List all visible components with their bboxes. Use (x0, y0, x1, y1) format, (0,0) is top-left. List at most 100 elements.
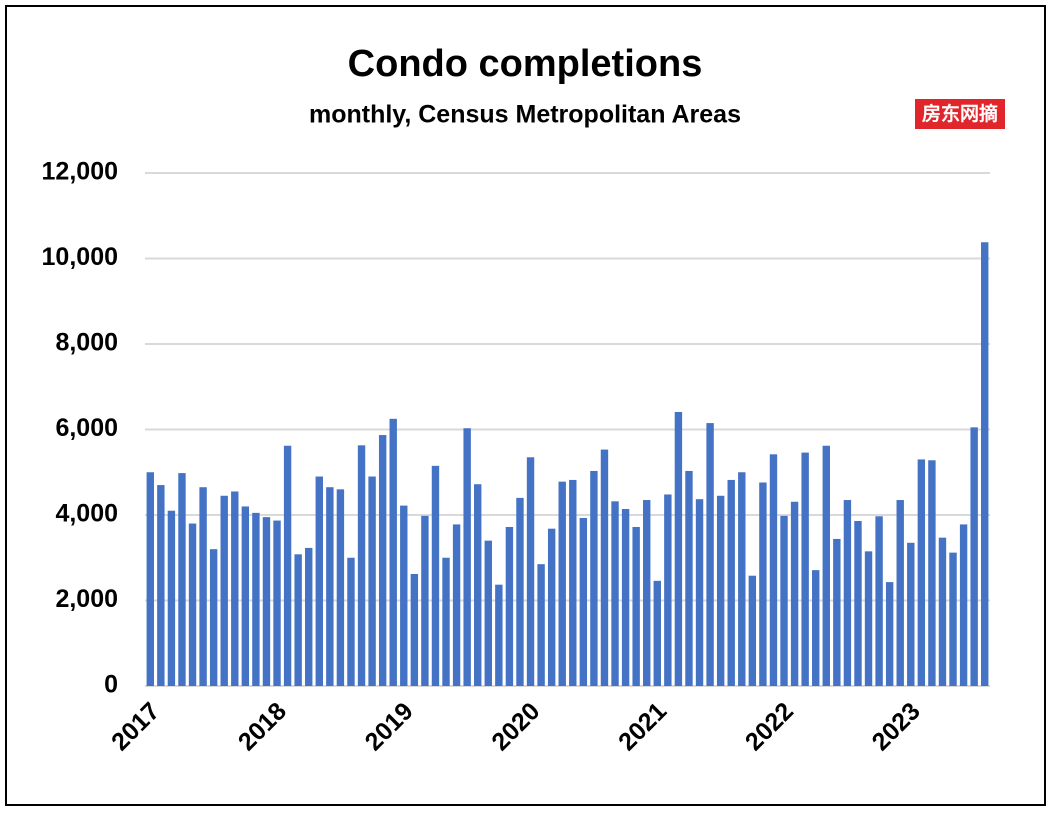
bar (748, 575, 757, 686)
bar (484, 540, 492, 686)
bar (315, 476, 323, 686)
bar (410, 573, 419, 686)
bar (632, 526, 640, 686)
bar (241, 506, 250, 686)
bar (970, 427, 978, 686)
bar (178, 473, 186, 686)
frame (5, 5, 1046, 806)
y-tick-label: 12,000 (42, 158, 118, 186)
watermark: 房东网摘 (922, 102, 998, 125)
bar (674, 411, 683, 686)
bar (537, 564, 545, 686)
x-tick-label: 2017 (106, 697, 165, 756)
bar (738, 472, 746, 686)
watermark-box (915, 99, 1005, 129)
bar (431, 465, 440, 686)
bar (716, 495, 725, 686)
bar (167, 510, 176, 686)
bar (368, 476, 376, 686)
x-tick-label: 2023 (867, 697, 926, 756)
bar (685, 470, 693, 686)
bar (463, 428, 471, 686)
bar (917, 459, 926, 686)
bar (600, 449, 609, 686)
bar (664, 494, 672, 686)
x-tick-label: 2020 (486, 697, 545, 756)
bar (526, 457, 535, 686)
bar (188, 523, 197, 686)
bar (273, 520, 281, 686)
bar (505, 526, 514, 686)
bar (759, 482, 767, 686)
bar (347, 557, 355, 686)
bar (611, 501, 619, 686)
bar (875, 516, 883, 686)
bar (938, 537, 947, 686)
bar (209, 549, 218, 686)
chart-subtitle: monthly, Census Metropolitan Areas (309, 101, 741, 129)
y-tick-label: 0 (104, 671, 118, 699)
y-tick-label: 4,000 (55, 500, 118, 528)
bar (231, 491, 239, 686)
bar (452, 524, 461, 686)
bar (885, 582, 894, 686)
y-tick-label: 2,000 (55, 585, 118, 613)
bar (579, 517, 588, 686)
bar (294, 554, 302, 686)
bar (220, 495, 228, 686)
bar (706, 423, 714, 686)
bar (283, 445, 292, 686)
bar (146, 472, 154, 686)
bar (199, 487, 207, 686)
bar (326, 487, 334, 686)
bar (981, 242, 989, 686)
chart-title: Condo completions (348, 43, 703, 85)
bar (843, 500, 852, 686)
bar (516, 497, 524, 686)
bar (421, 515, 429, 686)
bar (695, 499, 704, 686)
bar (653, 580, 661, 686)
bar (305, 547, 313, 686)
bar (833, 538, 841, 686)
bar (262, 517, 271, 686)
bar (896, 500, 904, 686)
bar (928, 460, 936, 686)
x-tick-label: 2021 (613, 697, 672, 756)
bar (357, 445, 366, 686)
bar (790, 501, 799, 686)
bar (822, 445, 830, 686)
bar (252, 512, 260, 686)
bar (769, 454, 778, 686)
x-tick-label: 2019 (360, 697, 419, 756)
bar (801, 452, 809, 686)
bar (959, 524, 968, 686)
bar (621, 509, 630, 686)
bar (157, 485, 165, 686)
bar (336, 489, 345, 686)
x-tick-label: 2018 (233, 697, 292, 756)
bar (495, 584, 503, 686)
bar (558, 481, 566, 686)
bar (643, 500, 651, 686)
bar (590, 470, 598, 686)
bar (474, 484, 482, 686)
bar (864, 551, 873, 686)
bar (854, 520, 862, 686)
bar (907, 542, 915, 686)
y-tick-label: 10,000 (42, 243, 118, 271)
bar (378, 435, 387, 686)
bar (569, 479, 577, 686)
bar (400, 505, 408, 686)
bar (727, 479, 735, 686)
bar (547, 528, 556, 686)
bar (780, 515, 788, 686)
x-tick-label: 2022 (740, 697, 799, 756)
bar (389, 418, 397, 686)
bar (812, 570, 820, 686)
bar (442, 557, 450, 686)
bar (949, 552, 957, 686)
y-tick-label: 8,000 (55, 329, 118, 357)
y-tick-label: 6,000 (55, 414, 118, 442)
